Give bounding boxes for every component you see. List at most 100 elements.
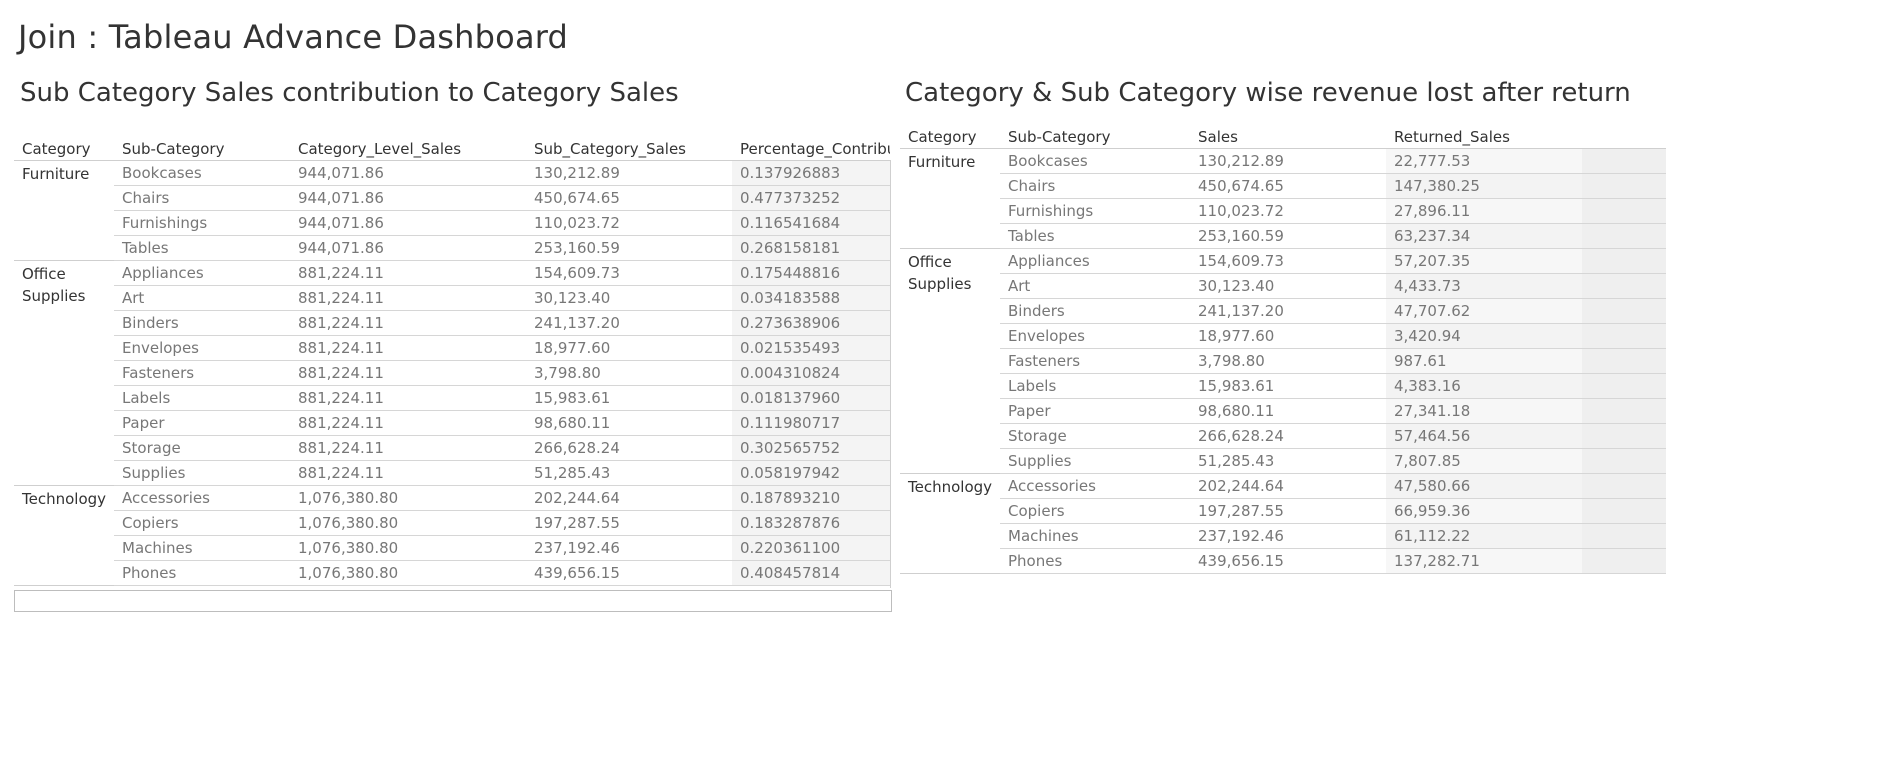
value-cell[interactable]: 202,244.64 [526,485,732,511]
column-header-sub-category[interactable]: Sub-Category [1000,126,1190,149]
value-cell[interactable]: 881,224.11 [290,260,526,286]
value-cell[interactable]: 0.220361100 [732,535,890,561]
sub-category-cell[interactable]: Accessories [1000,473,1190,499]
table-row[interactable]: Supplies 881,224.11 51,285.43 0.058197942 [14,460,890,486]
value-cell[interactable]: 98,680.11 [1190,398,1386,424]
sub-category-cell[interactable]: Furnishings [114,210,290,236]
table-row[interactable]: Phones 439,656.15 137,282.71 [900,548,1666,574]
column-header-extra[interactable] [1582,126,1666,149]
value-cell[interactable]: 18,977.60 [526,335,732,361]
sub-category-cell[interactable]: Chairs [114,185,290,211]
value-cell[interactable]: 98,680.11 [526,410,732,436]
sub-category-cell[interactable]: Accessories [114,485,290,511]
value-cell[interactable]: 110,023.72 [526,210,732,236]
value-cell[interactable]: 18,977.60 [1190,323,1386,349]
sub-category-cell[interactable]: Chairs [1000,173,1190,199]
column-header-sub-category[interactable]: Sub-Category [114,138,290,161]
value-cell[interactable]: 0.018137960 [732,385,890,411]
value-cell[interactable]: 22,777.53 [1386,148,1582,174]
table-row[interactable]: Envelopes 881,224.11 18,977.60 0.021535493 [14,335,890,361]
value-cell[interactable]: 7,807.85 [1386,448,1582,474]
value-cell[interactable]: 137,282.71 [1386,548,1582,574]
value-cell[interactable]: 439,656.15 [1190,548,1386,574]
sub-category-cell[interactable]: Phones [1000,548,1190,574]
value-cell[interactable]: 0.021535493 [732,335,890,361]
table-row[interactable]: Furniture Bookcases 130,212.89 22,777.53 [900,148,1666,249]
table-row[interactable]: Technology Accessories 202,244.64 47,580.66 [900,473,1666,574]
value-cell[interactable]: 3,798.80 [526,360,732,386]
sub-category-cell[interactable]: Storage [1000,423,1190,449]
value-cell[interactable]: 881,224.11 [290,385,526,411]
sub-category-cell[interactable]: Bookcases [114,160,290,186]
sub-category-cell[interactable]: Supplies [114,460,290,486]
table-row[interactable]: Copiers 1,076,380.80 197,287.55 0.183287876 [14,510,890,536]
value-cell[interactable]: 3,420.94 [1386,323,1582,349]
table-row[interactable]: Technology Accessories 1,076,380.80 202,244… [14,485,890,586]
table-row[interactable]: Supplies 51,285.43 7,807.85 [900,448,1666,474]
table-row[interactable]: Machines 237,192.46 61,112.22 [900,523,1666,549]
value-cell[interactable]: 154,609.73 [1190,248,1386,274]
sub-category-cell[interactable]: Copiers [1000,498,1190,524]
sub-category-cell[interactable]: Copiers [114,510,290,536]
value-cell[interactable]: 0.187893210 [732,485,890,511]
sub-category-cell[interactable]: Labels [114,385,290,411]
value-cell[interactable]: 51,285.43 [1190,448,1386,474]
sub-category-cell[interactable]: Storage [114,435,290,461]
value-cell[interactable]: 439,656.15 [526,560,732,586]
sub-category-cell[interactable]: Bookcases [1000,148,1190,174]
value-cell[interactable]: 266,628.24 [1190,423,1386,449]
value-cell[interactable]: 4,433.73 [1386,273,1582,299]
category-cell[interactable]: Furniture [14,160,114,261]
table-row[interactable]: Chairs 944,071.86 450,674.65 0.477373252 [14,185,890,211]
sub-category-cell[interactable]: Labels [1000,373,1190,399]
table-row[interactable]: Copiers 197,287.55 66,959.36 [900,498,1666,524]
value-cell[interactable]: 0.408457814 [732,560,890,586]
value-cell[interactable]: 881,224.11 [290,410,526,436]
value-cell[interactable]: 450,674.65 [1190,173,1386,199]
column-header-category[interactable]: Category [900,126,1000,149]
table-row[interactable]: Paper 98,680.11 27,341.18 [900,398,1666,424]
table-row[interactable]: Labels 15,983.61 4,383.16 [900,373,1666,399]
sub-category-cell[interactable]: Binders [1000,298,1190,324]
worksheet-1-table[interactable]: Category Sub-Category Category_Level_Sal… [14,138,890,586]
table-row[interactable]: Furniture Bookcases 944,071.86 130,212.89 0.… [14,160,890,261]
value-cell[interactable]: 4,383.16 [1386,373,1582,399]
table-row[interactable]: Storage 266,628.24 57,464.56 [900,423,1666,449]
sub-category-cell[interactable]: Phones [114,560,290,586]
value-cell[interactable]: 130,212.89 [1190,148,1386,174]
table-row[interactable]: Machines 1,076,380.80 237,192.46 0.22036110… [14,535,890,561]
value-cell[interactable]: 30,123.40 [1190,273,1386,299]
value-cell[interactable]: 0.004310824 [732,360,890,386]
column-header-percentage-contribution[interactable]: Percentage_Contribu [732,138,890,161]
sub-category-cell[interactable]: Furnishings [1000,198,1190,224]
value-cell[interactable]: 197,287.55 [526,510,732,536]
value-cell[interactable]: 0.273638906 [732,310,890,336]
value-cell[interactable]: 1,076,380.80 [290,560,526,586]
column-header-sales[interactable]: Sales [1190,126,1386,149]
sub-category-cell[interactable]: Supplies [1000,448,1190,474]
sub-category-cell[interactable]: Art [114,285,290,311]
table-row[interactable]: Tables 253,160.59 63,237.34 [900,223,1666,249]
value-cell[interactable]: 241,137.20 [1190,298,1386,324]
value-cell[interactable]: 0.302565752 [732,435,890,461]
value-cell[interactable]: 47,707.62 [1386,298,1582,324]
value-cell[interactable]: 51,285.43 [526,460,732,486]
value-cell[interactable]: 3,798.80 [1190,348,1386,374]
value-cell[interactable]: 0.137926883 [732,160,890,186]
sub-category-cell[interactable]: Appliances [1000,248,1190,274]
sub-category-cell[interactable]: Tables [1000,223,1190,249]
table-row[interactable]: Paper 881,224.11 98,680.11 0.111980717 [14,410,890,436]
table-row[interactable]: Art 881,224.11 30,123.40 0.034183588 [14,285,890,311]
column-header-returned-sales[interactable]: Returned_Sales [1386,126,1582,149]
table-row[interactable]: Envelopes 18,977.60 3,420.94 [900,323,1666,349]
sub-category-cell[interactable]: Tables [114,235,290,261]
value-cell[interactable]: 130,212.89 [526,160,732,186]
value-cell[interactable]: 450,674.65 [526,185,732,211]
table-row[interactable]: Furnishings 110,023.72 27,896.11 [900,198,1666,224]
value-cell[interactable]: 0.268158181 [732,235,890,261]
value-cell[interactable]: 57,207.35 [1386,248,1582,274]
value-cell[interactable]: 197,287.55 [1190,498,1386,524]
sub-category-cell[interactable]: Fasteners [1000,348,1190,374]
sub-category-cell[interactable]: Machines [114,535,290,561]
sub-category-cell[interactable]: Appliances [114,260,290,286]
